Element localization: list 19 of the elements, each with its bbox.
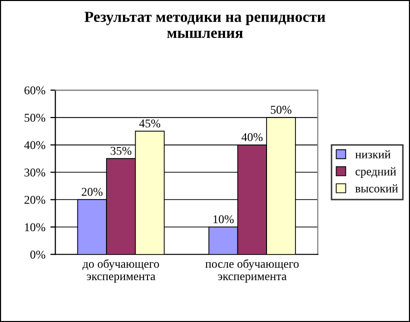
x-tick-label: до обучающего эксперимента (82, 259, 160, 283)
y-tick-label: 10% (25, 223, 46, 232)
y-tick-label: 0% (30, 250, 46, 259)
data-label: 40% (242, 133, 263, 142)
y-tick-label: 30% (24, 168, 46, 177)
data-label: 10% (214, 215, 234, 224)
y-tick-label: 40% (24, 141, 46, 150)
data-label: 20% (82, 188, 103, 196)
data-label: 45% (139, 119, 160, 128)
chart-title: Результат методики на репидности мышления (84, 12, 326, 38)
data-label: 50% (270, 106, 292, 114)
x-tick-label: после обучающего эксперимента (205, 259, 299, 283)
y-tick-label: 50% (24, 114, 46, 122)
y-tick-label: 60% (24, 86, 46, 94)
legend-label: низкий (355, 150, 391, 158)
legend-label: средний (356, 167, 396, 178)
legend-label: высокий (355, 184, 398, 192)
data-label: 35% (110, 146, 132, 155)
y-tick-label: 20% (24, 196, 46, 204)
